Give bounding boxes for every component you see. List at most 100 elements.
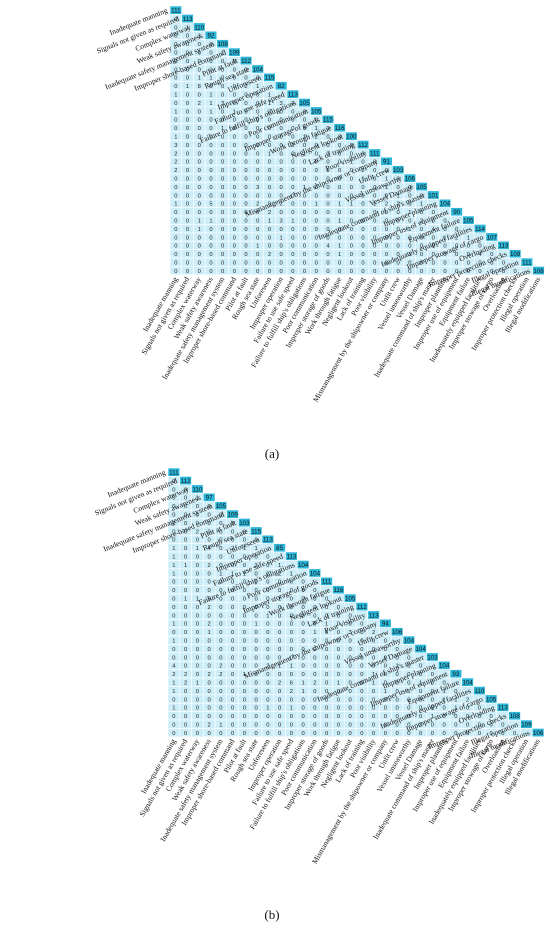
cell-value: 0 [290,639,293,645]
cell-value: 0 [198,193,201,199]
cell-value: 0 [396,672,399,678]
cell-value: 0 [360,630,363,636]
cell-value: 1 [290,571,293,577]
cell-value: 0 [313,588,316,594]
cell-value: 0 [373,210,376,216]
cell-value: 0 [396,697,399,703]
cell-value: 0 [196,555,199,561]
cell-value: 0 [303,168,306,174]
cell-value: 0 [478,706,481,712]
diagonal-value: 90 [453,209,460,216]
diagonal-value: 91 [383,159,390,166]
cell-value: 1 [373,202,376,208]
cell-value: 0 [372,697,375,703]
cell-value: 0 [315,244,318,250]
cell-value: 1 [315,126,318,132]
cell-value: 1 [174,109,177,115]
cell-value: 0 [221,244,224,250]
cell-value: 0 [198,235,201,241]
cell-value: 0 [174,42,177,48]
cell-value: 1 [172,622,175,628]
cell-value: 1 [408,227,411,233]
cell-value: 0 [349,664,352,670]
cell-value: 0 [407,681,410,687]
cell-value: 0 [198,202,201,208]
cell-value: 0 [408,202,411,208]
cell-value: 0 [184,580,187,586]
cell-value: 0 [256,76,259,82]
cell-value: 0 [466,706,469,712]
cell-value: 0 [303,109,306,115]
cell-value: 0 [243,613,246,619]
cell-value: 0 [350,261,353,267]
cell-value: 0 [385,219,388,225]
cell-value: 0 [373,244,376,250]
cell-value: 0 [221,193,224,199]
cell-value: 1 [385,177,388,183]
cell-value: 0 [361,261,364,267]
cell-value: 0 [198,118,201,124]
cell-value: 0 [361,202,364,208]
cell-value: 0 [278,714,281,720]
cell-value: 0 [268,126,271,132]
cell-value: 0 [501,723,504,729]
cell-value: 0 [278,605,281,611]
cell-value: 0 [244,244,247,250]
cell-value: 4 [432,227,436,233]
cell-value: 0 [184,639,187,645]
cell-value: 0 [172,613,175,619]
cell-value: 0 [361,193,364,199]
diagonal-value: 113 [288,92,298,99]
cell-value: 0 [291,244,294,250]
cell-value: 0 [361,151,364,157]
cell-value: 0 [184,723,187,729]
cell-value: 0 [196,622,199,628]
cell-value: 0 [432,252,435,258]
cell-value: 0 [396,647,399,653]
cell-value: 0 [302,639,305,645]
cell-value: 0 [208,521,211,527]
cell-value: 0 [502,261,505,267]
cell-value: 0 [278,588,281,594]
cell-value: 0 [208,647,211,653]
cell-value: 1 [278,563,281,569]
cell-value: 0 [455,244,458,250]
cell-value: 0 [243,664,246,670]
cell-value: 0 [280,160,283,166]
cell-value: 0 [231,714,234,720]
cell-value: 0 [338,227,341,233]
cell-value: 0 [454,689,457,695]
cell-value: 2 [268,109,271,115]
diagonal-value: 109 [510,251,521,258]
cell-value: 0 [302,622,305,628]
cell-value: 0 [397,261,400,267]
diagonal-value: 104 [439,663,450,670]
cell-value: 0 [268,244,271,250]
cell-value: 0 [198,135,201,141]
cell-value: 0 [396,681,399,687]
cell-value: 0 [256,160,259,166]
cell-value: 0 [244,235,247,241]
cell-value: 0 [255,689,258,695]
cell-value: 0 [209,67,212,73]
cell-value: 0 [325,613,328,619]
cell-value: 2 [219,664,222,670]
cell-value: 0 [280,109,283,115]
cell-value: 0 [420,269,423,275]
cell-value: 0 [315,269,318,275]
cell-value: 0 [209,235,212,241]
cell-value: 0 [256,252,259,258]
cell-value: 0 [231,529,234,535]
cell-value: 0 [256,269,259,275]
cell-value: 0 [431,681,434,687]
cell-value: 0 [184,714,187,720]
cell-value: 0 [266,563,269,569]
cell-value: 0 [196,504,199,510]
cell-value: 0 [219,529,222,535]
cell-value: 1 [172,706,175,712]
cell-value: 0 [172,504,175,510]
cell-value: 1 [186,25,189,31]
cell-value: 0 [384,714,387,720]
cell-value: 0 [303,269,306,275]
cell-value: 0 [313,697,316,703]
